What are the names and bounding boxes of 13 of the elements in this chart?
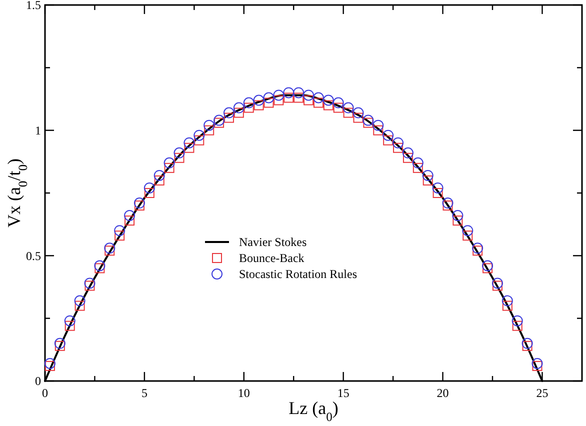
x-tick-label: 10 (238, 386, 250, 400)
x-tick-label: 20 (436, 386, 449, 400)
x-tick-label: 5 (141, 386, 148, 400)
x-tick-label: 25 (536, 386, 548, 400)
x-tick-label: 15 (337, 386, 350, 400)
legend-label: Navier Stokes (239, 235, 307, 250)
x-axis-title: Lz (a$_{0}$) (288, 398, 338, 424)
legend-label: Stocastic Rotation Rules (239, 267, 358, 282)
y-tick-label: 1.5 (26, 0, 41, 12)
legend-label: Bounce-Back (239, 251, 304, 266)
y-tick-label: 0 (35, 374, 41, 388)
y-tick-label: 0.5 (26, 248, 41, 263)
y-tick-label: 1 (35, 124, 41, 138)
